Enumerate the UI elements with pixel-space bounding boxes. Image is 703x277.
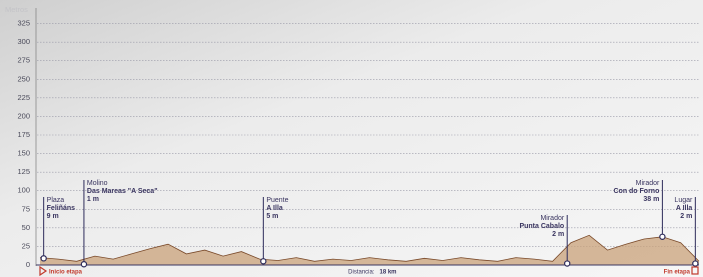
waypoint-elevation: 1 m <box>87 196 99 203</box>
waypoint-marker <box>41 256 46 261</box>
waypoint-type: Molino <box>87 180 108 187</box>
end-label: Fin etapa <box>664 270 691 276</box>
waypoint-elevation: 9 m <box>47 213 59 220</box>
y-tick-label: 0 <box>26 260 30 269</box>
x-axis-label: Distancia: <box>348 270 375 276</box>
y-tick-label: 125 <box>17 167 30 176</box>
y-tick-label: 75 <box>22 204 30 213</box>
y-tick-label: 225 <box>17 93 30 102</box>
waypoint-elevation: 38 m <box>643 196 659 203</box>
background <box>0 0 703 277</box>
waypoint-type: Mirador <box>540 215 564 222</box>
y-tick-label: 250 <box>17 74 30 83</box>
waypoint-marker <box>81 262 86 267</box>
y-tick-label: 300 <box>17 37 30 46</box>
waypoint-elevation: 2 m <box>680 213 692 220</box>
waypoint-type: Plaza <box>47 197 65 204</box>
waypoint-type: Puente <box>266 197 288 204</box>
y-tick-label: 325 <box>17 19 30 28</box>
waypoint-marker <box>565 261 570 266</box>
y-tick-label: 200 <box>17 111 30 120</box>
y-tick-label: 150 <box>17 149 30 158</box>
waypoint-name: Punta Cabalo <box>519 223 564 230</box>
waypoint-marker <box>261 259 266 264</box>
waypoint-marker <box>693 261 698 266</box>
waypoint-name: Das Mareas "A Seca" <box>87 188 158 195</box>
start-label: Inicio etapa <box>49 270 83 276</box>
y-tick-label: 25 <box>22 241 30 250</box>
total-distance: 18 km <box>380 270 397 276</box>
waypoint-name: Con do Forno <box>613 188 659 195</box>
waypoint-name: A Illa <box>266 205 283 212</box>
y-tick-label: 275 <box>17 56 30 65</box>
chart: Metros 0 25 50 75 100 125 150 175 200 225 250 275 30… <box>0 0 703 277</box>
waypoint-name: Feliñáns <box>47 205 76 212</box>
waypoint-type: Mirador <box>636 180 660 187</box>
waypoint-type: Lugar <box>674 197 693 204</box>
y-axis-label: Metros <box>5 5 28 14</box>
waypoint-elevation: 2 m <box>552 231 564 238</box>
waypoint-name: A Illa <box>676 205 693 212</box>
y-tick-label: 100 <box>17 186 30 195</box>
y-tick-label: 175 <box>17 130 30 139</box>
waypoint-elevation: 5 m <box>266 213 278 220</box>
waypoint-marker <box>660 234 665 239</box>
y-tick-label: 50 <box>22 223 30 232</box>
